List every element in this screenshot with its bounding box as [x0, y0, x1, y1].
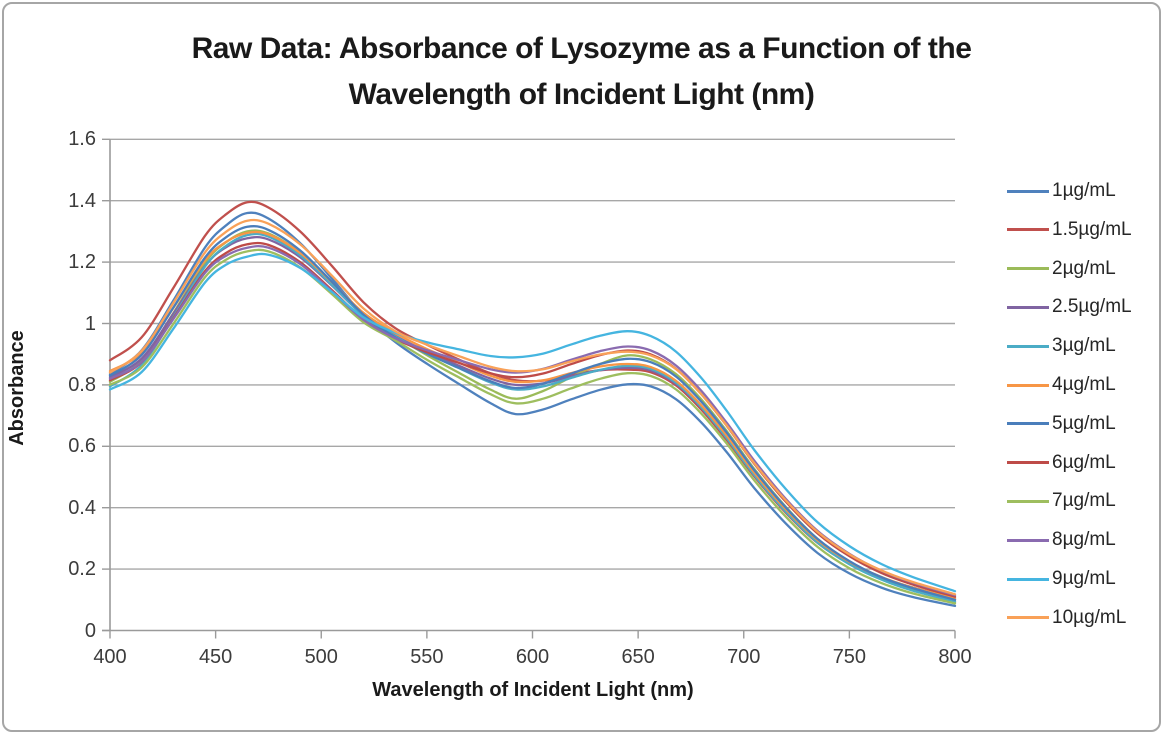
legend-swatch	[1007, 422, 1049, 426]
legend-label: 7µg/mL	[1052, 490, 1116, 512]
series-line-7µg/mL	[108, 248, 957, 605]
y-axis-title: Absorbance	[6, 330, 28, 446]
legend-item: 3µg/mL	[1007, 335, 1116, 357]
legend-swatch	[1007, 616, 1049, 620]
legend-item: 10µg/mL	[1007, 607, 1126, 629]
series-line-5µg/mL	[108, 225, 957, 601]
y-tick-label: 1.4	[68, 189, 96, 212]
legend-item: 7µg/mL	[1007, 490, 1116, 512]
legend-item: 4µg/mL	[1007, 374, 1116, 396]
legend-label: 3µg/mL	[1052, 335, 1116, 357]
legend-label: 1µg/mL	[1052, 180, 1116, 201]
legend-label: 5µg/mL	[1052, 412, 1116, 434]
legend-swatch	[1007, 305, 1049, 309]
legend-label: 2.5µg/mL	[1052, 296, 1132, 318]
legend-swatch	[1007, 461, 1049, 465]
legend-label: 6µg/mL	[1052, 451, 1116, 473]
y-tick-label: 0.2	[68, 558, 96, 581]
x-tick-label: 550	[410, 645, 444, 668]
chart-title: Raw Data: Absorbance of Lysozyme as a Fu…	[0, 26, 1163, 118]
legend-swatch	[1007, 228, 1049, 232]
series-line-9µg/mL	[108, 252, 957, 593]
x-tick-label: 500	[304, 645, 338, 668]
legend-label: 1.5µg/mL	[1052, 218, 1132, 240]
x-tick-label: 800	[938, 645, 972, 668]
legend-item: 6µg/mL	[1007, 452, 1116, 474]
x-tick-label: 400	[93, 645, 127, 668]
legend-swatch	[1007, 577, 1049, 581]
series-line-1µg/mL	[108, 211, 957, 608]
y-tick-label: 1.2	[68, 251, 96, 274]
y-tick-label: 1.6	[68, 128, 96, 151]
series-line-4µg/mL	[108, 230, 957, 600]
y-tick-label: 0.4	[68, 496, 96, 519]
legend-item: 2.5µg/mL	[1007, 296, 1132, 318]
legend-item: 1.5µg/mL	[1007, 219, 1132, 241]
y-tick-label: 0.6	[68, 435, 96, 458]
chart-title-line2: Wavelength of Incident Light (nm)	[348, 78, 815, 111]
series-line-10µg/mL	[108, 218, 957, 596]
x-tick-label: 700	[727, 645, 761, 668]
series-line-3µg/mL	[108, 232, 957, 603]
legend-item: 1µg/mL	[1007, 180, 1116, 202]
series-line-6µg/mL	[108, 241, 957, 598]
legend-item: 8µg/mL	[1007, 529, 1116, 551]
legend-swatch	[1007, 383, 1049, 387]
legend-item: 9µg/mL	[1007, 568, 1116, 590]
x-tick-label: 650	[621, 645, 655, 668]
x-tick-label: 750	[832, 645, 867, 668]
legend-label: 2µg/mL	[1052, 257, 1116, 279]
x-tick-label: 600	[515, 645, 550, 668]
legend-swatch	[1007, 189, 1049, 193]
legend-swatch	[1007, 499, 1049, 503]
legend-swatch	[1007, 538, 1049, 542]
legend-swatch	[1007, 267, 1049, 271]
legend-label: 9µg/mL	[1052, 568, 1116, 589]
series-line-2.5µg/mL	[108, 235, 957, 599]
legend-swatch	[1007, 344, 1049, 348]
legend-item: 2µg/mL	[1007, 258, 1116, 280]
legend-item: 5µg/mL	[1007, 413, 1116, 435]
legend-label: 10µg/mL	[1052, 606, 1127, 628]
chart-title-line1: Raw Data: Absorbance of Lysozyme as a Fu…	[191, 32, 972, 65]
y-tick-label: 0	[84, 619, 96, 642]
legend-label: 4µg/mL	[1052, 374, 1116, 395]
x-axis-title: Wavelength of Incident Light (nm)	[372, 679, 694, 701]
legend-label: 8µg/mL	[1052, 529, 1116, 551]
y-tick-label: 0.8	[68, 373, 96, 396]
y-tick-label: 1	[84, 312, 96, 335]
x-tick-label: 450	[198, 645, 233, 668]
